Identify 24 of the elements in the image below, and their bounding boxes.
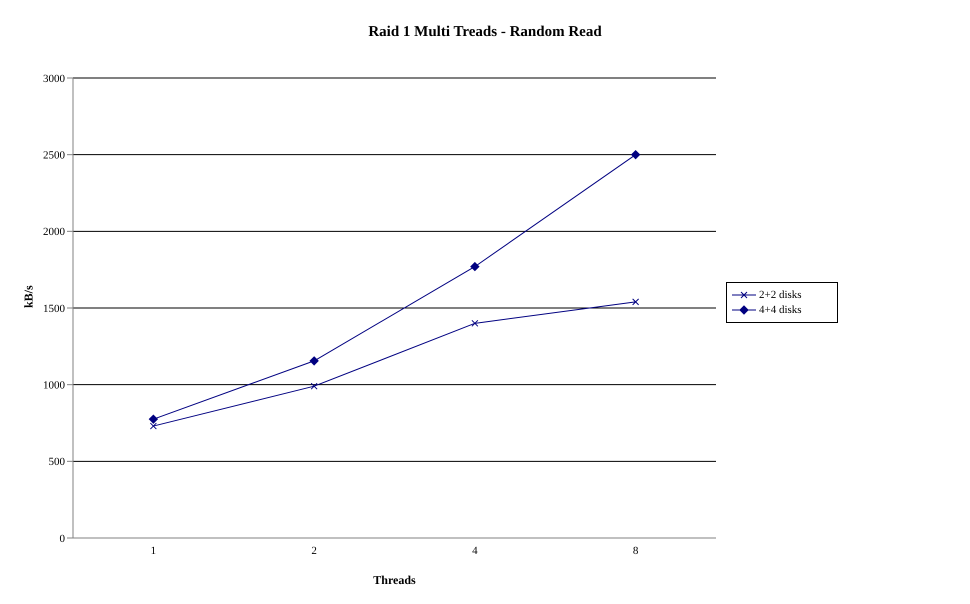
- x-tick-label: 8: [632, 544, 639, 557]
- y-tick-label: 3000: [43, 72, 66, 85]
- point: [310, 356, 319, 366]
- point: [148, 414, 158, 424]
- y-tick-label: 1000: [43, 380, 66, 392]
- y-tick-label: 1500: [43, 302, 66, 315]
- y-tick-label: 2000: [43, 226, 66, 238]
- point: [150, 422, 157, 430]
- point: [632, 298, 640, 306]
- x-tick-label: 1: [150, 544, 156, 557]
- y-tick-label: 2500: [43, 150, 66, 162]
- legend-label: 2+2 disks: [759, 288, 802, 300]
- x-tick-label: 4: [472, 544, 478, 557]
- legend-label: 4+4 disks: [759, 304, 802, 316]
- point: [470, 262, 480, 272]
- point: [471, 320, 478, 327]
- y-axis-title: kB/s: [21, 284, 36, 308]
- y-tick-label: 0: [60, 532, 66, 545]
- x-tick-label: 2: [311, 544, 317, 557]
- point: [631, 150, 640, 160]
- chart-title: Raid 1 Multi Treads - Random Read: [368, 24, 602, 40]
- point: [310, 382, 318, 390]
- y-tick-label: 500: [48, 456, 66, 468]
- x-axis-title: Threads: [373, 573, 416, 587]
